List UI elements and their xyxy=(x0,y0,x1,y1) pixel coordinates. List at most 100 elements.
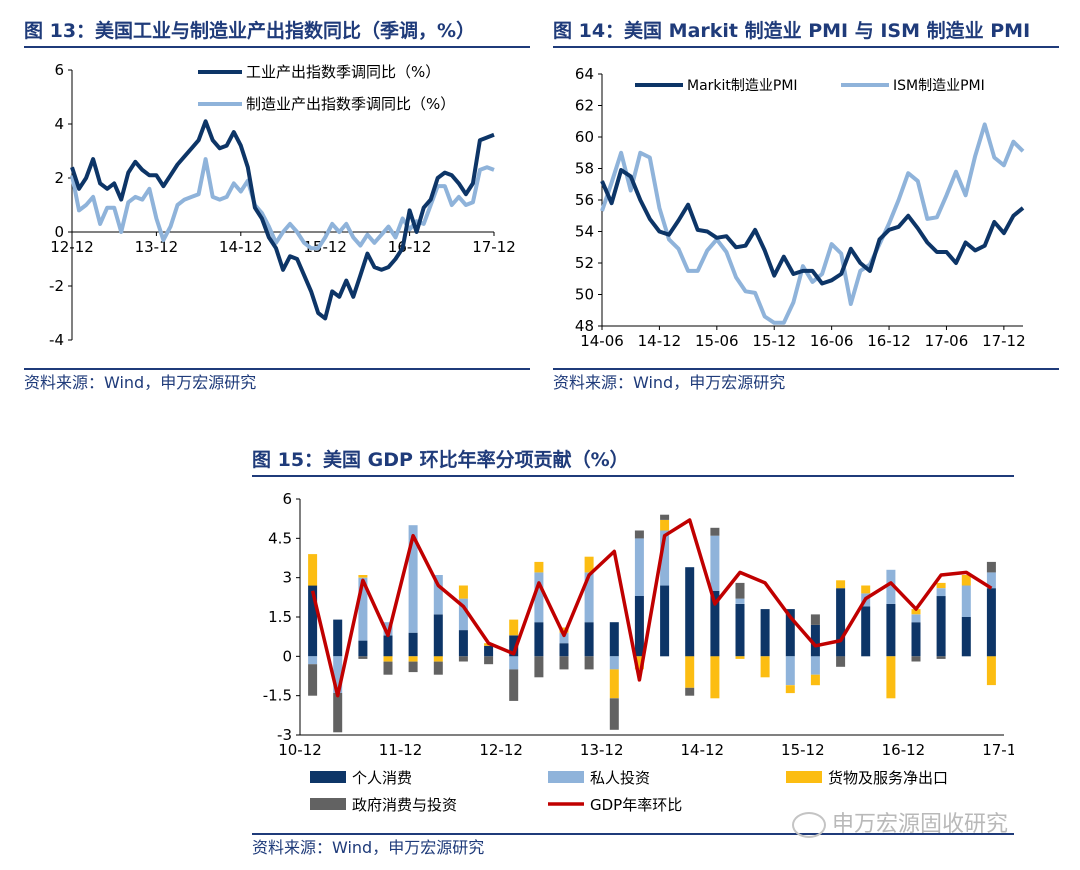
y-tick-label: 3 xyxy=(282,569,292,587)
bar-3-0 xyxy=(308,664,318,696)
bar-3-16 xyxy=(710,527,720,536)
bar-1-20 xyxy=(810,656,820,675)
x-tick-label: 16-12 xyxy=(388,238,432,256)
bar-0-17 xyxy=(735,603,745,657)
bar-3-12 xyxy=(609,698,619,730)
x-tick-label: 12-12 xyxy=(50,238,94,256)
bar-2-2 xyxy=(358,575,368,578)
bar-1-9 xyxy=(534,572,544,623)
x-tick-label: 17-12 xyxy=(472,238,516,256)
bar-2-14 xyxy=(660,520,670,531)
y-tick-label: 6 xyxy=(54,61,64,79)
bar-0-27 xyxy=(986,588,996,657)
legend-label-0: Markit制造业PMI xyxy=(687,78,798,94)
bar-2-26 xyxy=(961,575,971,586)
bar-1-6 xyxy=(458,598,468,631)
y-tick-label: 52 xyxy=(575,254,594,272)
bar-1-1 xyxy=(333,656,343,693)
bar-0-25 xyxy=(936,596,946,657)
y-tick-label: 2 xyxy=(54,169,64,187)
y-tick-label: 64 xyxy=(575,65,594,83)
x-tick-label: 14-06 xyxy=(580,332,624,350)
bar-0-18 xyxy=(760,609,770,657)
bar-2-12 xyxy=(609,669,619,699)
bar-1-13 xyxy=(634,538,644,596)
bar-1-2 xyxy=(358,577,368,641)
y-tick-label: 56 xyxy=(575,191,594,209)
bar-0-21 xyxy=(836,588,846,657)
bar-0-14 xyxy=(660,585,670,657)
bar-3-2 xyxy=(358,656,368,659)
figure-14-chart: 48 50 52 54 56 58 60 62 64 14-06 14-12 15-06 15-12 16… xyxy=(575,65,1026,350)
legend-label-1: 制造业产出指数季调同比（%） xyxy=(246,95,455,113)
y-tick-label: 1.5 xyxy=(268,608,292,626)
bar-0-20 xyxy=(810,624,820,657)
legend-swatch-3 xyxy=(310,798,346,810)
x-tick-label: 15-06 xyxy=(695,332,739,350)
bar-2-21 xyxy=(836,580,846,589)
bar-0-24 xyxy=(911,622,921,657)
bar-2-8 xyxy=(509,619,519,636)
y-tick-label: 60 xyxy=(575,128,594,146)
y-tick-label: 58 xyxy=(575,160,594,178)
bar-0-22 xyxy=(861,606,871,657)
series-line-0 xyxy=(70,119,495,321)
legend-label-3: 政府消费与投资 xyxy=(352,796,457,814)
bar-2-20 xyxy=(810,674,820,686)
bar-0-3 xyxy=(383,635,393,657)
figure-13-chart: -4 -2 0 2 4 6 12-12 13-12 14-12 15-12 16-12 17-12 工业… xyxy=(49,61,516,349)
x-tick-label: 13-12 xyxy=(135,238,179,256)
x-tick-label: 16-12 xyxy=(867,332,911,350)
y-tick-label: 4.5 xyxy=(268,529,292,547)
bar-3-6 xyxy=(458,656,468,662)
series-line-0 xyxy=(600,168,1025,286)
bar-0-26 xyxy=(961,617,971,657)
bar-3-15 xyxy=(685,687,695,696)
bar-0-1 xyxy=(333,619,343,657)
y-tick-label: 48 xyxy=(575,317,594,335)
y-tick-label: 54 xyxy=(575,223,594,241)
bar-2-18 xyxy=(760,656,770,678)
bar-0-23 xyxy=(886,603,896,657)
bar-2-5 xyxy=(433,656,443,662)
y-tick-label: 62 xyxy=(575,97,594,115)
bar-3-20 xyxy=(810,614,820,625)
bar-3-1 xyxy=(333,693,343,733)
x-tick-label: 12-12 xyxy=(479,741,523,759)
y-tick-label: 0 xyxy=(54,223,64,241)
legend-label-0: 工业产出指数季调同比（%） xyxy=(246,63,440,81)
figure-13-source: 资料来源：Wind，申万宏源研究 xyxy=(24,368,530,396)
legend-label-2: 货物及服务净出口 xyxy=(828,769,948,787)
y-tick-label: -3 xyxy=(277,726,292,744)
bar-2-6 xyxy=(458,585,468,599)
figure-14-title: 图 14：美国 Markit 制造业 PMI 与 ISM 制造业 PMI xyxy=(553,18,1059,48)
legend-label-1: 私人投资 xyxy=(590,769,650,787)
bar-2-16 xyxy=(710,656,720,699)
x-tick-label: 15-12 xyxy=(781,741,825,759)
bar-2-4 xyxy=(408,656,418,662)
bar-0-4 xyxy=(408,632,418,657)
x-tick-label: 17-12 xyxy=(982,741,1014,759)
bar-0-10 xyxy=(559,643,569,657)
y-tick-label: 0 xyxy=(282,647,292,665)
bar-0-5 xyxy=(433,614,443,657)
bar-2-22 xyxy=(861,585,871,594)
bar-3-3 xyxy=(383,661,393,675)
wechat-icon xyxy=(792,812,826,838)
bar-0-0 xyxy=(308,585,318,657)
x-tick-label: 16-12 xyxy=(882,741,926,759)
bar-0-16 xyxy=(710,590,720,657)
bar-2-0 xyxy=(308,554,318,586)
x-tick-label: 13-12 xyxy=(580,741,624,759)
bar-1-26 xyxy=(961,585,971,617)
legend-swatch-0 xyxy=(310,771,346,783)
bar-2-25 xyxy=(936,582,946,589)
bar-2-23 xyxy=(886,656,896,699)
bar-1-10 xyxy=(559,632,569,644)
bar-0-8 xyxy=(509,635,519,657)
bar-3-21 xyxy=(836,656,846,667)
bar-3-17 xyxy=(735,582,745,599)
bar-2-27 xyxy=(986,656,996,686)
y-tick-label: 6 xyxy=(282,490,292,508)
bar-0-11 xyxy=(584,622,594,657)
